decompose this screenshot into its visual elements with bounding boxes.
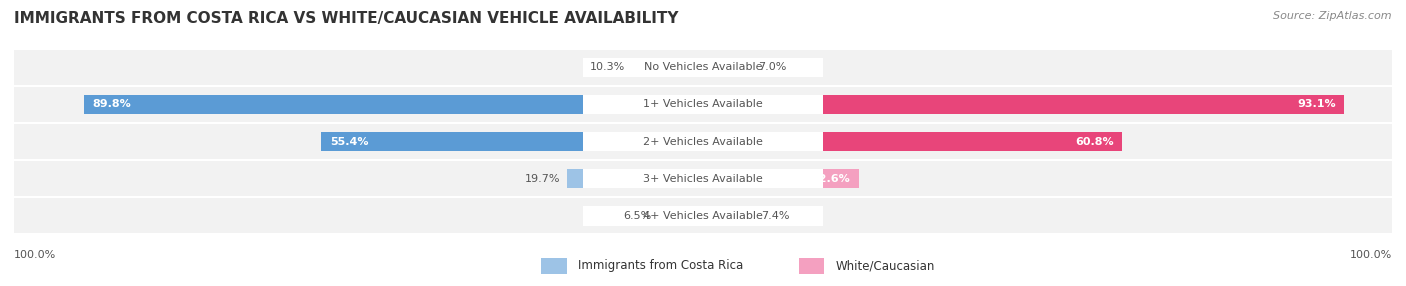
Text: 89.8%: 89.8% [93,100,132,109]
Text: 7.4%: 7.4% [761,211,790,221]
Text: 100.0%: 100.0% [1350,250,1392,259]
Text: 60.8%: 60.8% [1074,137,1114,146]
Text: 22.6%: 22.6% [811,174,851,184]
Text: 4+ Vehicles Available: 4+ Vehicles Available [643,211,763,221]
Text: 6.5%: 6.5% [623,211,651,221]
Text: Immigrants from Costa Rica: Immigrants from Costa Rica [578,259,744,273]
Text: 19.7%: 19.7% [524,174,560,184]
Text: 10.3%: 10.3% [589,62,626,72]
Text: 55.4%: 55.4% [330,137,368,146]
Text: IMMIGRANTS FROM COSTA RICA VS WHITE/CAUCASIAN VEHICLE AVAILABILITY: IMMIGRANTS FROM COSTA RICA VS WHITE/CAUC… [14,11,679,26]
Text: 100.0%: 100.0% [14,250,56,259]
Text: 1+ Vehicles Available: 1+ Vehicles Available [643,100,763,109]
Text: 2+ Vehicles Available: 2+ Vehicles Available [643,137,763,146]
Text: No Vehicles Available: No Vehicles Available [644,62,762,72]
Text: 93.1%: 93.1% [1298,100,1336,109]
Text: 7.0%: 7.0% [758,62,786,72]
Text: Source: ZipAtlas.com: Source: ZipAtlas.com [1274,11,1392,21]
Text: 3+ Vehicles Available: 3+ Vehicles Available [643,174,763,184]
Text: White/Caucasian: White/Caucasian [835,259,935,273]
